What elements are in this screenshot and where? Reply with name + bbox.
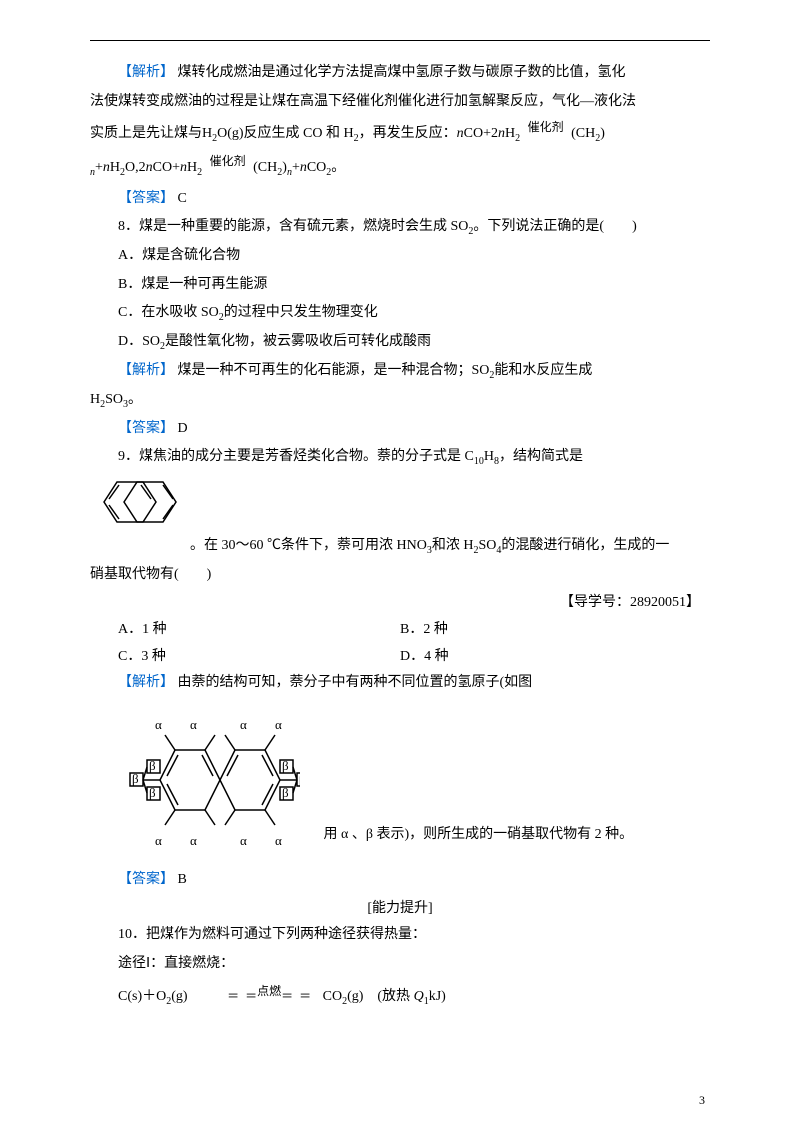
answer-2: 【答案】 D bbox=[90, 416, 710, 443]
text: 煤转化成燃油是通过化学方法提高煤中氢原子数与碳原子数的比值，氢化 bbox=[174, 65, 626, 80]
svg-text:α: α bbox=[240, 717, 247, 732]
naphthalene-structure bbox=[90, 476, 710, 528]
q9-opt-b: B．2 种 bbox=[400, 617, 710, 644]
answer-3: 【答案】 B bbox=[90, 867, 710, 894]
naphthalene-labeled-icon: α α α α α α α α β β β β β β bbox=[120, 705, 300, 855]
q9-options-row1: A．1 种 B．2 种 bbox=[90, 617, 710, 644]
svg-text:α: α bbox=[155, 833, 162, 848]
catalyst-annotation: 催化剂 bbox=[210, 155, 246, 181]
svg-text:β: β bbox=[132, 771, 139, 786]
analysis-label: 【解析】 bbox=[118, 65, 174, 80]
svg-text:α: α bbox=[190, 717, 197, 732]
analysis-3: 【解析】 由萘的结构可知，萘分子中有两种不同位置的氢原子(如图 bbox=[90, 670, 710, 697]
answer-label: 【答案】 bbox=[118, 421, 174, 436]
svg-text:β: β bbox=[282, 785, 289, 800]
svg-text:β: β bbox=[149, 758, 156, 773]
catalyst-annotation: 催化剂 bbox=[528, 121, 564, 147]
answer-label: 【答案】 bbox=[118, 191, 174, 206]
svg-text:β: β bbox=[149, 785, 156, 800]
page-number: 3 bbox=[699, 1089, 705, 1112]
question-9-line3: 硝基取代物有( ) bbox=[90, 562, 710, 589]
svg-text:α: α bbox=[275, 717, 282, 732]
analysis-2: 【解析】 煤是一种不可再生的化石能源，是一种混合物；SO2能和水反应生成 bbox=[90, 358, 710, 385]
question-9: 9．煤焦油的成分主要是芳香烃类化合物。萘的分子式是 C10H8，结构简式是 bbox=[90, 444, 710, 471]
q8-opt-c: C．在水吸收 SO2的过程中只发生物理变化 bbox=[90, 300, 710, 327]
ignite-annotation: ＝ ＝点燃＝ ＝ bbox=[199, 982, 311, 1011]
answer-label: 【答案】 bbox=[118, 872, 174, 887]
svg-text:α: α bbox=[240, 833, 247, 848]
analysis-3-line2: 用 α 、β 表示)，则所生成的一硝基取代物有 2 种。 bbox=[324, 822, 634, 849]
analysis-1-line3: 实质上是先让煤与H2O(g)反应生成 CO 和 H2，再发生反应：nCO+2nH… bbox=[90, 117, 710, 151]
answer-1: 【答案】 C bbox=[90, 186, 710, 213]
question-10: 10．把煤作为燃料可通过下列两种途径获得热量： bbox=[90, 922, 710, 949]
q9-opt-a: A．1 种 bbox=[90, 617, 400, 644]
section-heading: [能力提升] bbox=[90, 896, 710, 923]
q9-opt-c: C．3 种 bbox=[90, 644, 400, 671]
q10-path1: 途径Ⅰ：直接燃烧： bbox=[90, 951, 710, 978]
analysis-label: 【解析】 bbox=[118, 363, 174, 378]
analysis-1-line4: n+nH2O,2nCO+nH2 催化剂 (CH2)n+nCO2。 bbox=[90, 153, 710, 184]
q10-equation: C(s)＋O2(g) ＝ ＝点燃＝ ＝ CO2(g) (放热 Q1kJ) bbox=[90, 980, 710, 1014]
svg-text:β: β bbox=[282, 758, 289, 773]
q9-options-row2: C．3 种 D．4 种 bbox=[90, 644, 710, 671]
document-content: 【解析】 煤转化成燃油是通过化学方法提高煤中氢原子数与碳原子数的比值，氢化 法使… bbox=[90, 60, 710, 1013]
q8-opt-b: B．煤是一种可再生能源 bbox=[90, 272, 710, 299]
q8-opt-d: D．SO2是酸性氧化物，被云雾吸收后可转化成酸雨 bbox=[90, 329, 710, 356]
naphthalene-icon bbox=[90, 476, 190, 528]
analysis-1-line2: 法使煤转变成燃油的过程是让煤在高温下经催化剂催化进行加氢解聚反应，气化—液化法 bbox=[90, 89, 710, 116]
question-8: 8．煤是一种重要的能源，含有硫元素，燃烧时会生成 SO2。下列说法正确的是( ) bbox=[90, 214, 710, 241]
question-9-line2: 。在 30～60 ℃条件下，萘可用浓 HNO3和浓 H2SO4的混酸进行硝化，生… bbox=[90, 533, 710, 560]
analysis-label: 【解析】 bbox=[118, 675, 174, 690]
q9-opt-d: D．4 种 bbox=[400, 644, 710, 671]
naphthalene-labeled: α α α α α α α α β β β β β β 用 α 、β 表示)，则… bbox=[120, 705, 710, 866]
guide-number: 【导学号：28920051】 bbox=[90, 590, 700, 617]
analysis-1: 【解析】 煤转化成燃油是通过化学方法提高煤中氢原子数与碳原子数的比值，氢化 bbox=[90, 60, 710, 87]
svg-text:α: α bbox=[190, 833, 197, 848]
analysis-2-line2: H2SO3。 bbox=[90, 387, 710, 414]
svg-text:α: α bbox=[155, 717, 162, 732]
q8-opt-a: A．煤是含硫化合物 bbox=[90, 243, 710, 270]
svg-text:β: β bbox=[299, 771, 300, 786]
svg-text:α: α bbox=[275, 833, 282, 848]
top-rule bbox=[90, 40, 710, 41]
